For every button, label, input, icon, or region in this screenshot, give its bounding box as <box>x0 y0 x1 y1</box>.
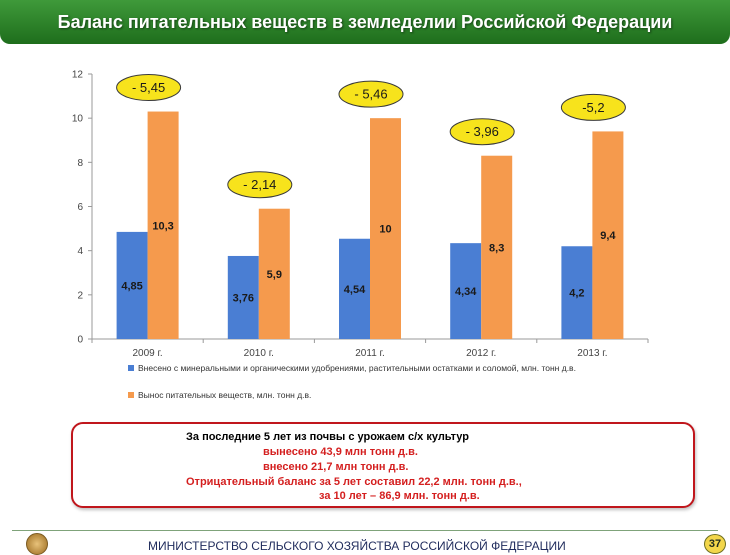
summary-ten-years: за 10 лет – 86,9 млн. тонн д.в. <box>319 490 480 502</box>
title-bar: Баланс питательных веществ в земледелии … <box>0 0 730 44</box>
bar-removed <box>481 155 513 339</box>
balance-label: -5,2 <box>582 100 604 115</box>
legend-label: Вынос питательных веществ, млн. тонн д.в… <box>138 390 311 400</box>
bar-removed <box>147 111 179 340</box>
x-tick-label: 2010 г. <box>244 348 274 359</box>
summary-box: За последние 5 лет из почвы с урожаем с/… <box>71 422 695 508</box>
data-label-applied: 4,2 <box>569 288 584 300</box>
balance-label: - 3,96 <box>466 124 499 139</box>
y-tick-label: 2 <box>77 290 83 301</box>
bar-applied <box>450 243 482 339</box>
x-tick-label: 2011 г. <box>355 348 385 359</box>
footer-divider <box>12 530 718 531</box>
summary-negative-balance: Отрицательный баланс за 5 лет составил 2… <box>186 476 522 488</box>
y-tick-label: 8 <box>77 158 83 169</box>
balance-oval <box>227 171 293 199</box>
data-label-applied: 4,85 <box>121 280 142 292</box>
x-tick-label: 2012 г. <box>466 348 496 359</box>
ministry-name: МИНИСТЕРСТВО СЕЛЬСКОГО ХОЗЯЙСТВА РОССИЙС… <box>148 539 566 553</box>
bar-removed <box>592 131 624 339</box>
data-label-applied: 3,76 <box>233 292 254 304</box>
balance-oval <box>449 118 515 146</box>
bar-applied <box>227 255 259 339</box>
data-label-removed: 5,9 <box>267 269 282 281</box>
bar-applied <box>116 231 148 339</box>
legend-label: Внесено с минеральными и органическими у… <box>138 363 576 373</box>
data-label-removed: 10,3 <box>152 220 173 232</box>
y-tick-label: 6 <box>77 202 83 213</box>
bar-removed <box>370 118 401 340</box>
y-tick-label: 4 <box>77 246 83 257</box>
data-label-removed: 8,3 <box>489 242 504 254</box>
nutrient-balance-chart: 0 2 4 6 8 10 12 2009 г. 2010 г. 2011 г. 2012 г. 201… <box>72 70 649 400</box>
x-tick-label: 2009 г. <box>132 348 162 359</box>
balance-oval <box>116 74 182 102</box>
data-label-removed: 10 <box>379 224 391 236</box>
page-title: Баланс питательных веществ в земледелии … <box>57 11 673 32</box>
legend-swatch <box>128 365 134 371</box>
balance-oval <box>338 80 404 108</box>
page-number: 37 <box>704 534 726 554</box>
bar-applied <box>561 246 593 339</box>
summary-removed: вынесено 43,9 млн тонн д.в. <box>263 446 418 458</box>
summary-added: внесено 21,7 млн тонн д.в. <box>263 461 409 473</box>
balance-label: - 5,46 <box>354 87 387 102</box>
x-tick-label: 2013 г. <box>577 348 607 359</box>
data-label-applied: 4,34 <box>455 286 477 298</box>
data-label-removed: 9,4 <box>600 230 616 242</box>
bar-removed <box>258 208 290 339</box>
legend-swatch <box>128 392 134 398</box>
y-tick-label: 10 <box>72 114 84 125</box>
y-tick-label: 0 <box>77 335 83 346</box>
data-label-applied: 4,54 <box>344 284 366 296</box>
bar-applied <box>339 238 370 339</box>
ministry-emblem-icon <box>26 533 48 555</box>
balance-oval <box>560 93 626 121</box>
balance-label: - 5,45 <box>132 80 165 95</box>
y-tick-label: 12 <box>72 70 84 81</box>
summary-heading: За последние 5 лет из почвы с урожаем с/… <box>186 431 469 443</box>
balance-label: - 2,14 <box>243 177 276 192</box>
